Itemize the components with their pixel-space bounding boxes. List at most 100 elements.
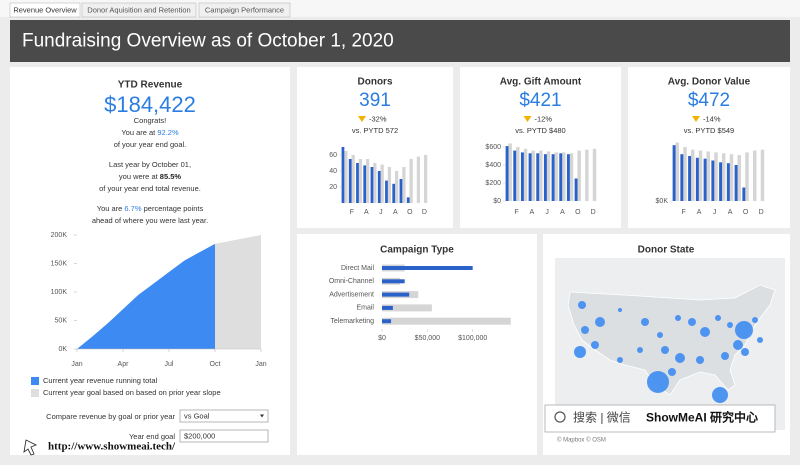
y-tick-label: 40	[329, 168, 337, 175]
down-triangle	[358, 116, 366, 122]
bar	[341, 147, 345, 203]
map: © Mapbox © OSM	[555, 258, 785, 444]
x-tick-label: Apr	[118, 361, 130, 368]
bar	[358, 159, 363, 203]
tab[interactable]	[81, 2, 197, 18]
bar	[566, 154, 570, 201]
y-tick-label: 20	[329, 184, 337, 191]
tab-label[interactable]: Revenue Overview	[13, 5, 77, 14]
category-label: Email	[356, 305, 374, 312]
x-tick-label: O	[575, 209, 581, 216]
bar	[382, 304, 432, 312]
x-tick-label: D	[422, 209, 427, 216]
bar	[569, 153, 574, 201]
bar	[348, 159, 352, 203]
bar	[546, 151, 551, 201]
bar	[382, 319, 392, 324]
select-arrow[interactable]	[260, 414, 264, 418]
x-tick-label: D	[591, 209, 596, 216]
select[interactable]	[179, 409, 269, 423]
bar	[706, 151, 710, 201]
bar	[592, 148, 597, 201]
bar	[562, 152, 566, 201]
bar	[729, 154, 734, 201]
text-part: of your year end total revenue.	[99, 184, 201, 193]
kpi-title: Avg. Gift Amount	[500, 77, 582, 88]
bar	[680, 154, 684, 201]
ytd-line: Last year by October 01,	[109, 160, 191, 169]
tab[interactable]	[198, 2, 291, 18]
y-tick-label: $0	[493, 198, 501, 205]
text-part: you were at	[119, 172, 160, 181]
highlight: 85.5%	[160, 172, 182, 181]
down-triangle	[692, 116, 700, 122]
bar	[752, 150, 757, 201]
legend-label: Current year revenue running total	[43, 376, 158, 385]
bar	[742, 187, 746, 201]
bar	[528, 153, 532, 201]
bar	[536, 153, 540, 201]
ytd-title: YTD Revenue	[118, 80, 183, 91]
x-tick-label: F	[350, 209, 354, 216]
bar	[714, 152, 718, 201]
x-tick-label: A	[529, 209, 534, 216]
tab[interactable]	[9, 2, 81, 18]
bar	[344, 151, 348, 203]
tab-label[interactable]: Donor Aquisition and Retention	[87, 5, 190, 14]
tab-label[interactable]: Campaign Performance	[205, 5, 284, 14]
text-part: Last year by October 01,	[109, 160, 191, 169]
x-tick-label: D	[759, 209, 764, 216]
kpi-value: $472	[688, 90, 730, 111]
text-part: of your year end goal.	[114, 140, 187, 149]
bar	[711, 160, 715, 201]
ytd-text: Congrats! You are at 92.2% of your year en…	[92, 116, 208, 225]
map-attribution: © Mapbox © OSM	[557, 437, 606, 444]
highlight: 6.7%	[124, 204, 141, 213]
legend-swatch	[31, 377, 39, 385]
area	[215, 235, 261, 349]
bar	[382, 266, 473, 270]
x-tick-label: $100,000	[458, 335, 487, 342]
ytd-line: You are 6.7% percentage points	[97, 204, 204, 213]
text-part: percentage points	[142, 204, 204, 213]
x-tick-label: J	[545, 209, 549, 216]
kpi-comparison: vs. PYTD 572	[352, 126, 398, 135]
bar	[406, 197, 410, 203]
map-land	[567, 284, 776, 396]
input-value[interactable]: $200,000	[184, 431, 215, 440]
chart-title: Campaign Type	[380, 245, 454, 256]
control-label: Compare revenue by goal or prior year	[46, 412, 175, 421]
bar	[672, 145, 676, 201]
category-label: Advertisement	[329, 291, 374, 298]
cursor-icon	[23, 439, 38, 456]
chart-title: Donor State	[638, 245, 695, 256]
x-tick-label: Jul	[165, 361, 174, 368]
panel	[460, 67, 621, 228]
bar	[695, 157, 699, 201]
x-tick-label: $0	[378, 335, 386, 342]
x-tick-label: A	[697, 209, 702, 216]
watermark-search: 搜索 | 微信	[573, 410, 631, 425]
bar	[554, 152, 558, 201]
bar	[382, 317, 511, 325]
ytd-line: of your year end goal.	[114, 140, 187, 149]
text-input[interactable]	[179, 429, 269, 443]
down-triangle	[523, 116, 532, 122]
x-tick-label: Jan	[255, 361, 266, 368]
x-tick-label: F	[514, 209, 518, 216]
select-value[interactable]: vs Goal	[184, 411, 210, 420]
bar	[505, 146, 509, 201]
bar	[513, 150, 517, 201]
category-label: Telemarketing	[330, 318, 374, 325]
bar	[703, 158, 707, 201]
bar	[395, 171, 399, 203]
x-tick-label: Oct	[210, 361, 221, 368]
x-tick-label: A	[393, 209, 398, 216]
bar	[366, 159, 370, 203]
y-tick-label: 200K	[51, 232, 68, 239]
bar	[380, 164, 384, 203]
bar	[559, 153, 563, 201]
text-part: You are	[97, 204, 125, 213]
bar	[698, 150, 703, 201]
